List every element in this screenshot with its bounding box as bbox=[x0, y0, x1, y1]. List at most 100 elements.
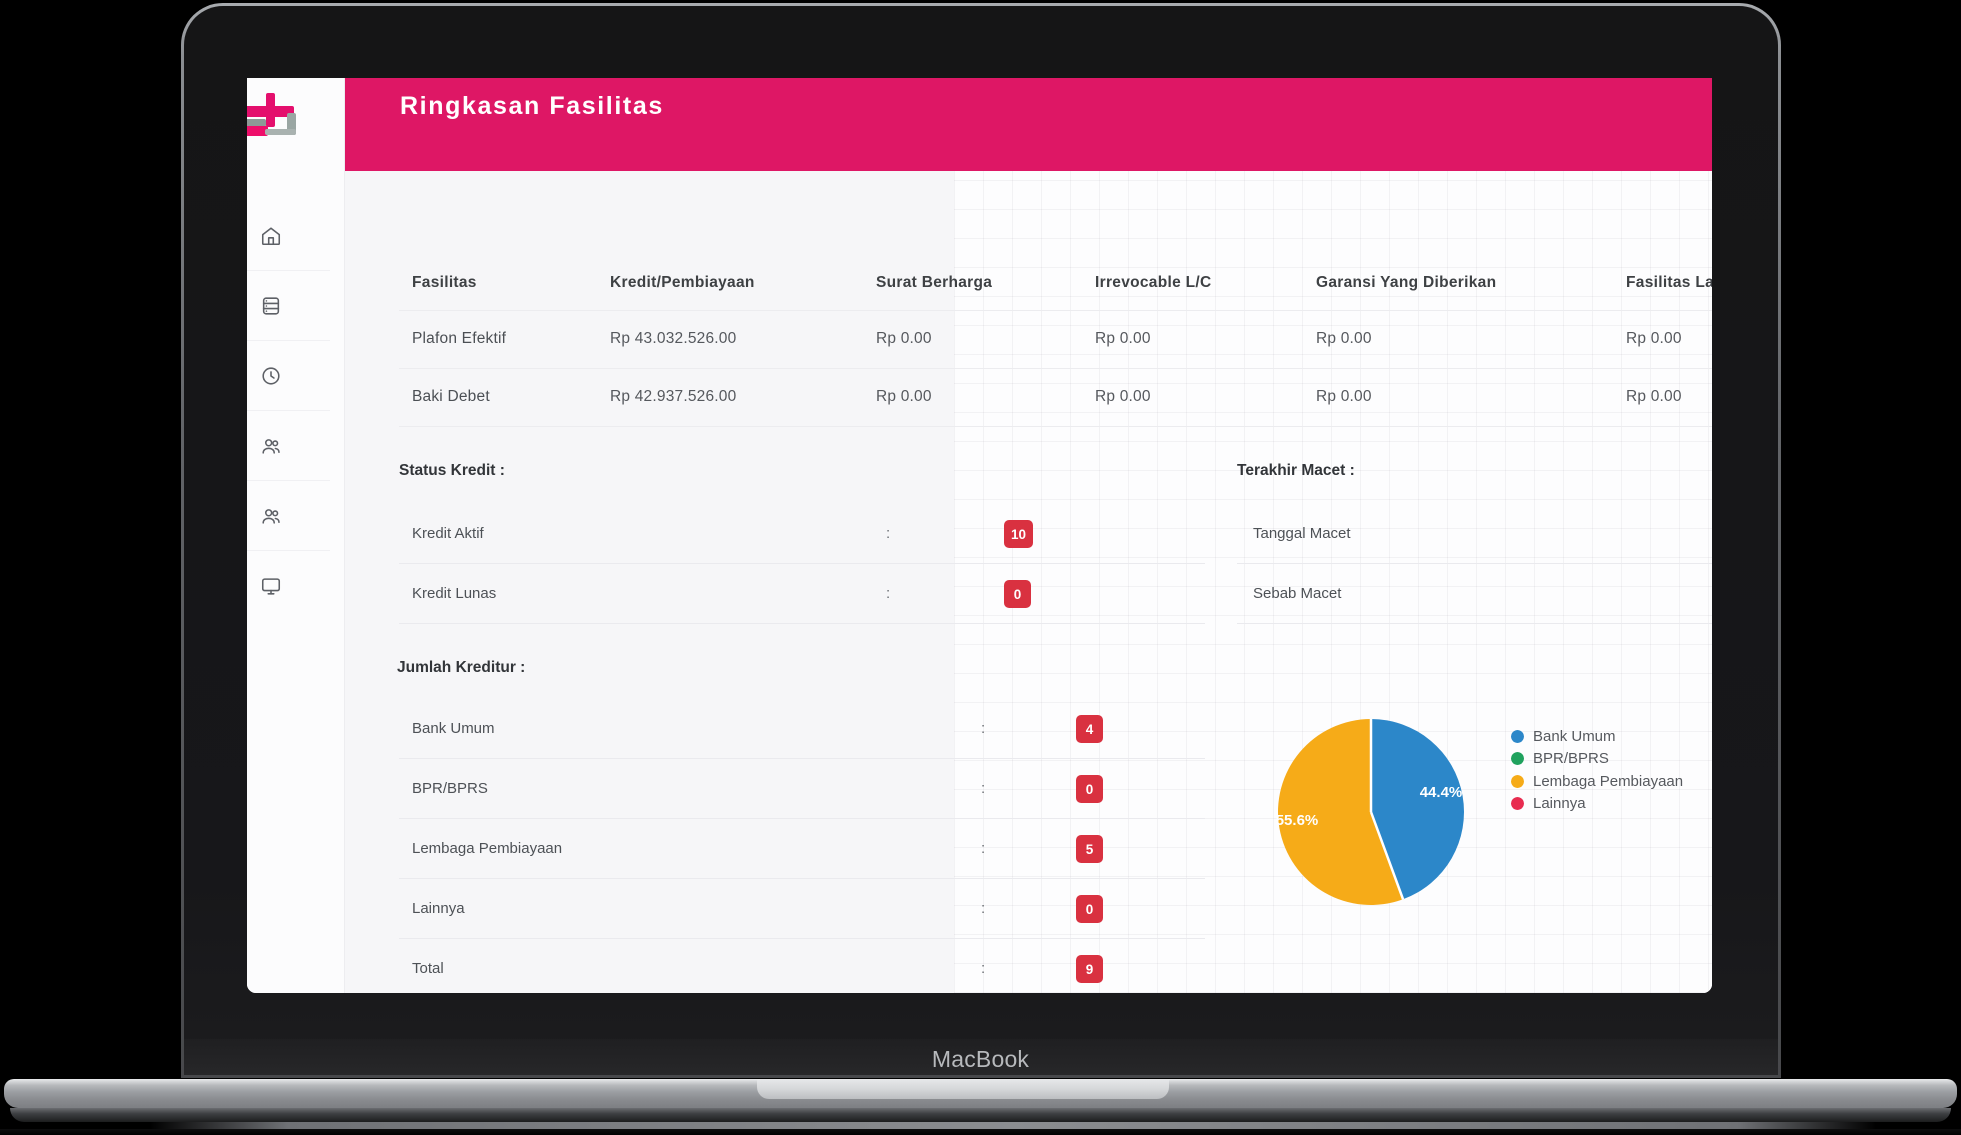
clock-icon bbox=[262, 367, 280, 385]
app-logo bbox=[247, 93, 296, 136]
cell-label: Plafon Efektif bbox=[399, 310, 597, 369]
legend-label: Lembaga Pembiayaan bbox=[1533, 772, 1684, 790]
status-row-kredit-aktif: Kredit Aktif : 10 bbox=[399, 504, 1205, 564]
database-icon bbox=[262, 297, 280, 315]
sidebar-item-users[interactable] bbox=[247, 411, 345, 481]
count-badge: 0 bbox=[1076, 895, 1103, 923]
sidebar-item-user-group[interactable] bbox=[247, 481, 345, 551]
page-title: Ringkasan Fasilitas bbox=[400, 92, 664, 120]
jumlah-kreditur-heading: Jumlah Kreditur : bbox=[397, 659, 526, 676]
row-label: Lembaga Pembiayaan bbox=[412, 840, 563, 857]
column-header-garansi: Garansi Yang Diberikan bbox=[1303, 256, 1613, 311]
pie-slice-lembaga-pembiayaan bbox=[1278, 719, 1404, 905]
home-icon bbox=[261, 227, 281, 246]
cell-surat: Rp 0.00 bbox=[863, 368, 1082, 427]
laptop-bezel-chin bbox=[184, 1039, 1778, 1075]
row-colon: : bbox=[981, 900, 986, 917]
sidebar-item-database[interactable] bbox=[247, 271, 345, 341]
main-content: Fasilitas Kredit/Pembiayaan Surat Berhar… bbox=[345, 171, 1712, 993]
column-header-kredit: Kredit/Pembiayaan bbox=[597, 256, 863, 311]
count-badge: 5 bbox=[1076, 835, 1103, 863]
legend-item-bpr-bprs[interactable]: BPR/BPRS bbox=[1511, 748, 1683, 771]
legend-item-lembaga-pembiayaan[interactable]: Lembaga Pembiayaan bbox=[1511, 770, 1683, 793]
cell-garansi: Rp 0.00 bbox=[1303, 368, 1613, 427]
row-colon: : bbox=[981, 780, 986, 797]
pie-slice-label-bank-umum: 44.4% bbox=[1419, 784, 1463, 801]
legend-dot-bpr-bprs bbox=[1511, 752, 1524, 766]
legend-dot-bank-umum bbox=[1511, 729, 1524, 743]
cell-lainnya: Rp 0.00 bbox=[1613, 368, 1712, 427]
column-header-fasilitas-lainnya: Fasilitas Lainnya bbox=[1613, 256, 1712, 311]
device-label: MacBook bbox=[931, 1046, 1030, 1072]
row-label: BPR/BPRS bbox=[412, 780, 488, 797]
kreditur-row-lainnya: Lainnya : 0 bbox=[399, 879, 1205, 939]
row-tanggal-macet: Tanggal Macet bbox=[1237, 504, 1712, 564]
cell-lc: Rp 0.00 bbox=[1082, 310, 1303, 369]
legend-item-lainnya[interactable]: Lainnya bbox=[1511, 793, 1683, 816]
laptop-base bbox=[0, 1079, 1961, 1135]
column-header-fasilitas: Fasilitas bbox=[399, 256, 597, 311]
table-row-plafon-efektif: Plafon Efektif Rp 43.032.526.00 Rp 0.00 … bbox=[399, 310, 1712, 369]
row-colon: : bbox=[981, 720, 986, 737]
row-colon: : bbox=[981, 840, 986, 857]
status-row-kredit-lunas: Kredit Lunas : 0 bbox=[399, 564, 1205, 624]
laptop-base-notch bbox=[757, 1079, 1169, 1099]
row-colon: : bbox=[886, 525, 891, 542]
cell-lc: Rp 0.00 bbox=[1082, 368, 1303, 427]
cell-garansi: Rp 0.00 bbox=[1303, 310, 1613, 369]
facility-table-header-row: Fasilitas Kredit/Pembiayaan Surat Berhar… bbox=[399, 256, 1712, 311]
legend-dot-lembaga bbox=[1511, 774, 1524, 788]
sidebar-item-home[interactable] bbox=[247, 201, 345, 271]
page-header: Ringkasan Fasilitas bbox=[345, 78, 1712, 171]
monitor-icon bbox=[261, 578, 281, 595]
pie-slice-bank-umum bbox=[1371, 719, 1465, 900]
kreditur-row-bpr-bprs: BPR/BPRS : 0 bbox=[399, 759, 1205, 819]
sidebar bbox=[247, 78, 345, 993]
row-colon: : bbox=[886, 585, 891, 602]
laptop-base-shadow bbox=[0, 1129, 1961, 1135]
terakhir-macet-heading: Terakhir Macet : bbox=[1237, 462, 1355, 479]
row-label: Kredit Lunas bbox=[412, 585, 497, 602]
row-colon: : bbox=[981, 960, 986, 977]
column-header-surat-berharga: Surat Berharga bbox=[863, 256, 1082, 311]
count-badge: 4 bbox=[1076, 715, 1103, 743]
kreditur-row-bank-umum: Bank Umum : 4 bbox=[399, 699, 1205, 759]
count-badge: 0 bbox=[1004, 580, 1031, 608]
cell-lainnya: Rp 0.00 bbox=[1613, 310, 1712, 369]
count-badge: 10 bbox=[1004, 520, 1034, 548]
legend-dot-lainnya bbox=[1511, 797, 1524, 811]
pie-slice-separator bbox=[1369, 719, 1405, 900]
row-label: Bank Umum bbox=[412, 720, 495, 737]
status-kredit-rows: Kredit Aktif : 10 Kredit Lunas : 0 bbox=[399, 504, 1205, 624]
legend-item-bank-umum[interactable]: Bank Umum bbox=[1511, 725, 1683, 748]
table-row-baki-debet: Baki Debet Rp 42.937.526.00 Rp 0.00 Rp 0… bbox=[399, 368, 1712, 427]
pie-slice-label-lembaga: 55.6% bbox=[1275, 812, 1319, 829]
users-icon bbox=[262, 439, 280, 454]
laptop-base-lip bbox=[10, 1108, 1951, 1122]
column-header-irrevocable-lc: Irrevocable L/C bbox=[1082, 256, 1303, 311]
row-label: Lainnya bbox=[412, 900, 465, 917]
sidebar-item-history[interactable] bbox=[247, 341, 345, 411]
terakhir-macet-rows: Tanggal Macet Sebab Macet bbox=[1237, 504, 1712, 624]
cell-surat: Rp 0.00 bbox=[863, 310, 1082, 369]
legend-label: Lainnya bbox=[1533, 795, 1586, 813]
legend-label: Bank Umum bbox=[1533, 727, 1616, 745]
kreditur-row-total: Total : 9 bbox=[399, 939, 1205, 993]
kreditur-row-lembaga-pembiayaan: Lembaga Pembiayaan : 5 bbox=[399, 819, 1205, 879]
chart-legend: Bank Umum BPR/BPRS Lembaga Pembiayaan La… bbox=[1511, 725, 1683, 815]
cell-kredit: Rp 42.937.526.00 bbox=[597, 368, 863, 427]
row-label: Kredit Aktif bbox=[412, 525, 484, 542]
user-group-icon bbox=[262, 509, 280, 524]
row-sebab-macet: Sebab Macet bbox=[1237, 564, 1712, 624]
app-window: Ringkasan Fasilitas Fasilitas Kredit/Pem… bbox=[247, 78, 1712, 993]
row-label: Tanggal Macet bbox=[1253, 525, 1351, 542]
laptop-base-reflection bbox=[150, 1122, 1876, 1129]
count-badge: 9 bbox=[1076, 955, 1103, 983]
jumlah-kreditur-rows: Bank Umum : 4 BPR/BPRS : 0 Lembaga Pembi… bbox=[399, 699, 1205, 993]
sidebar-nav bbox=[247, 201, 345, 621]
legend-label: BPR/BPRS bbox=[1533, 750, 1609, 768]
sidebar-item-monitor[interactable] bbox=[247, 551, 345, 621]
cell-kredit: Rp 43.032.526.00 bbox=[597, 310, 863, 369]
kreditur-pie-chart bbox=[1271, 712, 1471, 912]
